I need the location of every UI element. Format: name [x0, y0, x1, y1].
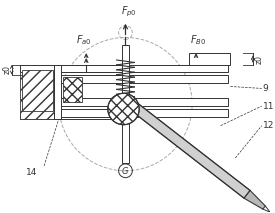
Text: z0: z0 — [254, 55, 263, 63]
Bar — [54, 75, 229, 83]
Polygon shape — [130, 102, 250, 198]
Bar — [20, 112, 113, 119]
Text: $G$: $G$ — [122, 165, 130, 176]
Bar — [20, 72, 54, 99]
Text: 11: 11 — [263, 102, 274, 111]
Bar — [54, 98, 229, 106]
Circle shape — [108, 93, 139, 125]
Text: 14: 14 — [26, 168, 37, 177]
Text: 12: 12 — [263, 121, 274, 130]
Text: $F_{B0}$: $F_{B0}$ — [190, 33, 206, 47]
Bar — [21, 70, 53, 111]
Bar — [20, 99, 54, 119]
Text: $F_{p0}$: $F_{p0}$ — [122, 4, 137, 19]
Bar — [54, 65, 229, 72]
Bar — [189, 53, 230, 65]
Bar — [54, 109, 229, 117]
Bar — [122, 45, 130, 163]
Bar — [54, 65, 61, 119]
Bar — [63, 77, 82, 102]
Text: $F_{a0}$: $F_{a0}$ — [76, 33, 92, 47]
Bar — [20, 65, 113, 72]
Text: 9: 9 — [263, 84, 268, 93]
Polygon shape — [244, 190, 265, 209]
Text: z0: z0 — [2, 65, 11, 74]
